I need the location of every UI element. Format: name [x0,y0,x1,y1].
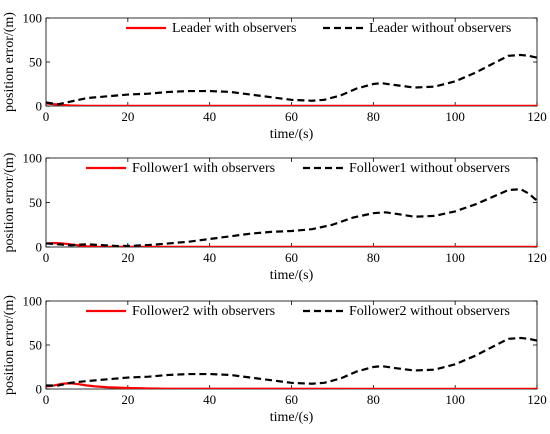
x-tick-label: 20 [121,109,134,124]
x-axis-label: time/(s) [270,410,314,425]
legend-label: Leader with observers [172,21,296,36]
y-tick-label: 100 [23,294,43,309]
y-axis-label: position error/(m) [2,295,17,395]
legend-label: Follower1 without observers [349,161,510,176]
x-tick-label: 0 [43,109,50,124]
series-lines [46,53,537,106]
chart-panel-2: 0 20 40 60 80 100 120 0 50 100 time/(s) position er… [2,151,547,284]
y-axis-label: position error/(m) [2,12,17,112]
x-tick-label: 20 [121,392,134,407]
legend-label: Follower1 with observers [132,161,275,176]
x-tick-label: 40 [203,109,216,124]
x-tick-label: 0 [43,250,50,265]
series-lines [46,188,537,247]
y-tick-label: 50 [29,195,42,210]
plot-area-frame [45,157,538,248]
series-lines [46,336,537,389]
legend-label: Follower2 without observers [349,304,510,319]
x-tick-label: 100 [445,109,465,124]
y-tick-label: 50 [29,338,42,353]
y-tick-label: 100 [23,11,43,26]
x-tick-label: 40 [203,392,216,407]
series-line-with-observers [46,102,537,106]
x-tick-label: 0 [43,392,50,407]
chart-panel-1: 0 20 40 60 80 100 120 0 50 100 time/(s) position er… [2,11,547,143]
y-axis-label: position error/(m) [2,152,17,252]
x-tick-label: 100 [445,392,465,407]
x-axis-label: time/(s) [270,127,314,142]
plot-area-frame [45,300,538,390]
x-axis-label: time/(s) [270,268,314,283]
series-line-without-observers [46,53,537,106]
plot-area-frame [45,17,538,107]
y-tick-label: 0 [36,240,43,255]
series-line-without-observers [46,336,537,387]
legend-label: Follower2 with observers [132,304,275,319]
x-tick-label: 60 [285,250,298,265]
y-tick-label: 50 [29,55,42,70]
x-tick-label: 60 [285,109,298,124]
x-tick-label: 20 [121,250,134,265]
chart-panel-3: 0 20 40 60 80 100 120 0 50 100 time/(s) position er… [2,294,547,426]
x-tick-label: 60 [285,392,298,407]
x-tick-label: 100 [445,250,465,265]
x-tick-label: 80 [367,250,380,265]
legend-label: Leader without observers [369,21,511,36]
y-tick-label: 100 [23,151,43,166]
x-tick-label: 120 [527,392,547,407]
x-tick-label: 40 [203,250,216,265]
x-tick-label: 80 [367,392,380,407]
y-tick-label: 0 [36,382,43,397]
x-tick-label: 120 [527,109,547,124]
x-tick-label: 80 [367,109,380,124]
x-tick-label: 120 [527,250,547,265]
series-line-without-observers [46,188,537,247]
y-tick-label: 0 [36,99,43,114]
